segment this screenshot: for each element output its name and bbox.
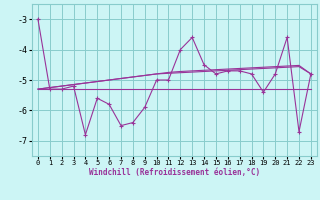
X-axis label: Windchill (Refroidissement éolien,°C): Windchill (Refroidissement éolien,°C) bbox=[89, 168, 260, 177]
